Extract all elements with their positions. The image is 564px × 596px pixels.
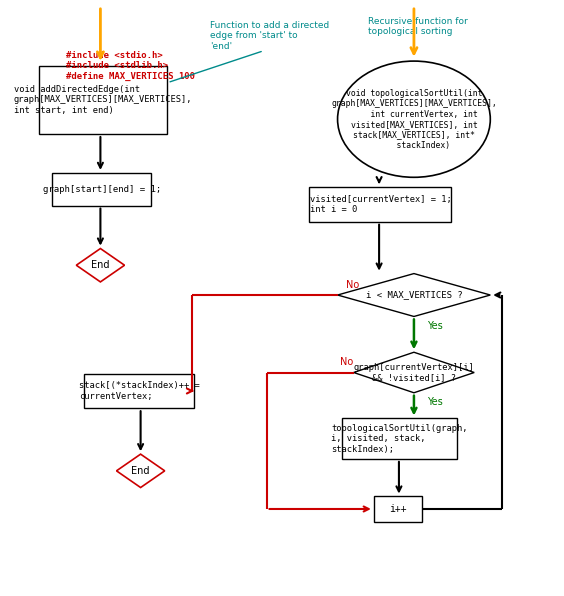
FancyBboxPatch shape <box>39 66 168 134</box>
Text: End: End <box>131 466 150 476</box>
Text: stack[(*stackIndex)++ =
currentVertex;: stack[(*stackIndex)++ = currentVertex; <box>79 381 200 401</box>
Polygon shape <box>338 274 490 316</box>
Text: graph[start][end] = 1;: graph[start][end] = 1; <box>43 185 161 194</box>
Text: No: No <box>340 358 354 367</box>
Text: visited[currentVertex] = 1;
int i = 0: visited[currentVertex] = 1; int i = 0 <box>310 195 451 214</box>
Polygon shape <box>76 249 125 282</box>
FancyBboxPatch shape <box>374 496 422 522</box>
Text: Yes: Yes <box>428 321 443 331</box>
Polygon shape <box>117 454 165 488</box>
Ellipse shape <box>338 61 490 178</box>
Text: void topologicalSortUtil(int
graph[MAX_VERTICES][MAX_VERTICES],
    int currentV: void topologicalSortUtil(int graph[MAX_V… <box>331 89 497 150</box>
FancyBboxPatch shape <box>52 173 151 206</box>
FancyBboxPatch shape <box>85 374 194 408</box>
Text: graph[currentVertex][i]
&& !visited[i] ?: graph[currentVertex][i] && !visited[i] ? <box>354 363 474 382</box>
FancyBboxPatch shape <box>310 187 451 222</box>
FancyBboxPatch shape <box>342 418 457 459</box>
Polygon shape <box>354 352 474 393</box>
Text: #include <stdio.h>
#include <stdlib.h>
#define MAX_VERTICES 100: #include <stdio.h> #include <stdlib.h> #… <box>65 51 195 80</box>
Text: i++: i++ <box>389 504 407 514</box>
Text: Function to add a directed
edge from 'start' to
'end': Function to add a directed edge from 'st… <box>210 21 329 51</box>
Text: End: End <box>91 260 109 270</box>
Text: topologicalSortUtil(graph,
i, visited, stack,
stackIndex);: topologicalSortUtil(graph, i, visited, s… <box>331 424 468 454</box>
Text: No: No <box>346 280 359 290</box>
Text: i < MAX_VERTICES ?: i < MAX_VERTICES ? <box>365 290 462 300</box>
Text: void addDirectedEdge(int
graph[MAX_VERTICES][MAX_VERTICES],
int start, int end): void addDirectedEdge(int graph[MAX_VERTI… <box>14 85 192 114</box>
Text: Recursive function for
topological sorting: Recursive function for topological sorti… <box>368 17 468 36</box>
Text: Yes: Yes <box>428 398 443 407</box>
